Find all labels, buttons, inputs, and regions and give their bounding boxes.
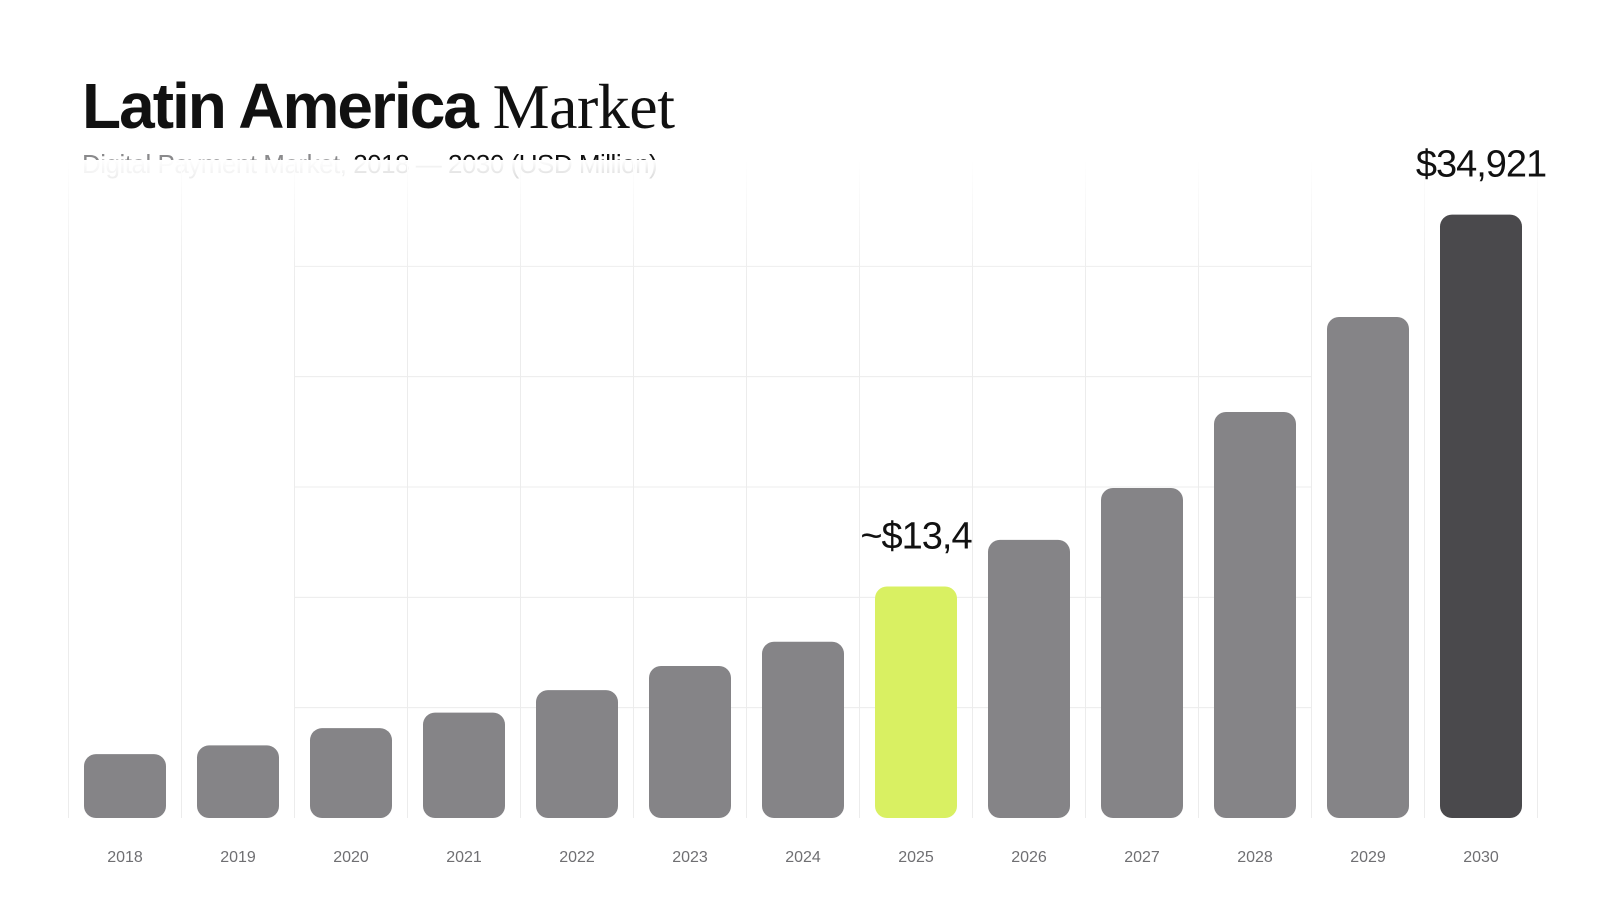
- bar-2018: [84, 754, 166, 818]
- bar-2030: [1440, 214, 1522, 819]
- grid-lines: [0, 160, 1600, 818]
- bar-2026: [988, 539, 1070, 818]
- x-tick-label: 2020: [333, 849, 369, 866]
- bar-2024: [762, 641, 844, 818]
- bar-2020: [310, 728, 392, 818]
- data-label-2030: $34,921: [1416, 144, 1546, 186]
- x-tick-label: 2018: [107, 849, 143, 866]
- bar-2019: [197, 745, 279, 818]
- bars: [84, 214, 1522, 819]
- chart-title: Latin America Market: [82, 66, 675, 147]
- bar-2025: [875, 586, 957, 818]
- bar-2028: [1214, 411, 1296, 818]
- bar-2023: [649, 665, 731, 818]
- x-tick-label: 2022: [559, 849, 595, 866]
- x-tick-label: 2029: [1350, 849, 1386, 866]
- x-tick-label: 2028: [1237, 849, 1273, 866]
- title-serif-word: Market: [492, 71, 675, 142]
- grid-fade-overlay: [0, 160, 1600, 280]
- x-tick-label: 2030: [1463, 849, 1499, 866]
- bar-2021: [423, 712, 505, 818]
- x-tick-label: 2025: [898, 849, 934, 866]
- title-main: Latin America: [82, 70, 479, 142]
- x-tick-label: 2027: [1124, 849, 1160, 866]
- bar-2022: [536, 690, 618, 818]
- x-tick-label: 2023: [672, 849, 708, 866]
- x-tick-label: 2026: [1011, 849, 1047, 866]
- value-labels: ~$13,4 $34,921: [860, 144, 1547, 558]
- tick-labels: 2018 2019 2020 2021 2022 2023 2024 2025 2026 2027…: [107, 849, 1499, 866]
- x-tick-label: 2021: [446, 849, 482, 866]
- data-label-2025: ~$13,4: [860, 515, 972, 557]
- bar-2027: [1101, 487, 1183, 818]
- x-tick-label: 2019: [220, 849, 256, 866]
- x-tick-label: 2024: [785, 849, 821, 866]
- bar-2029: [1327, 316, 1409, 818]
